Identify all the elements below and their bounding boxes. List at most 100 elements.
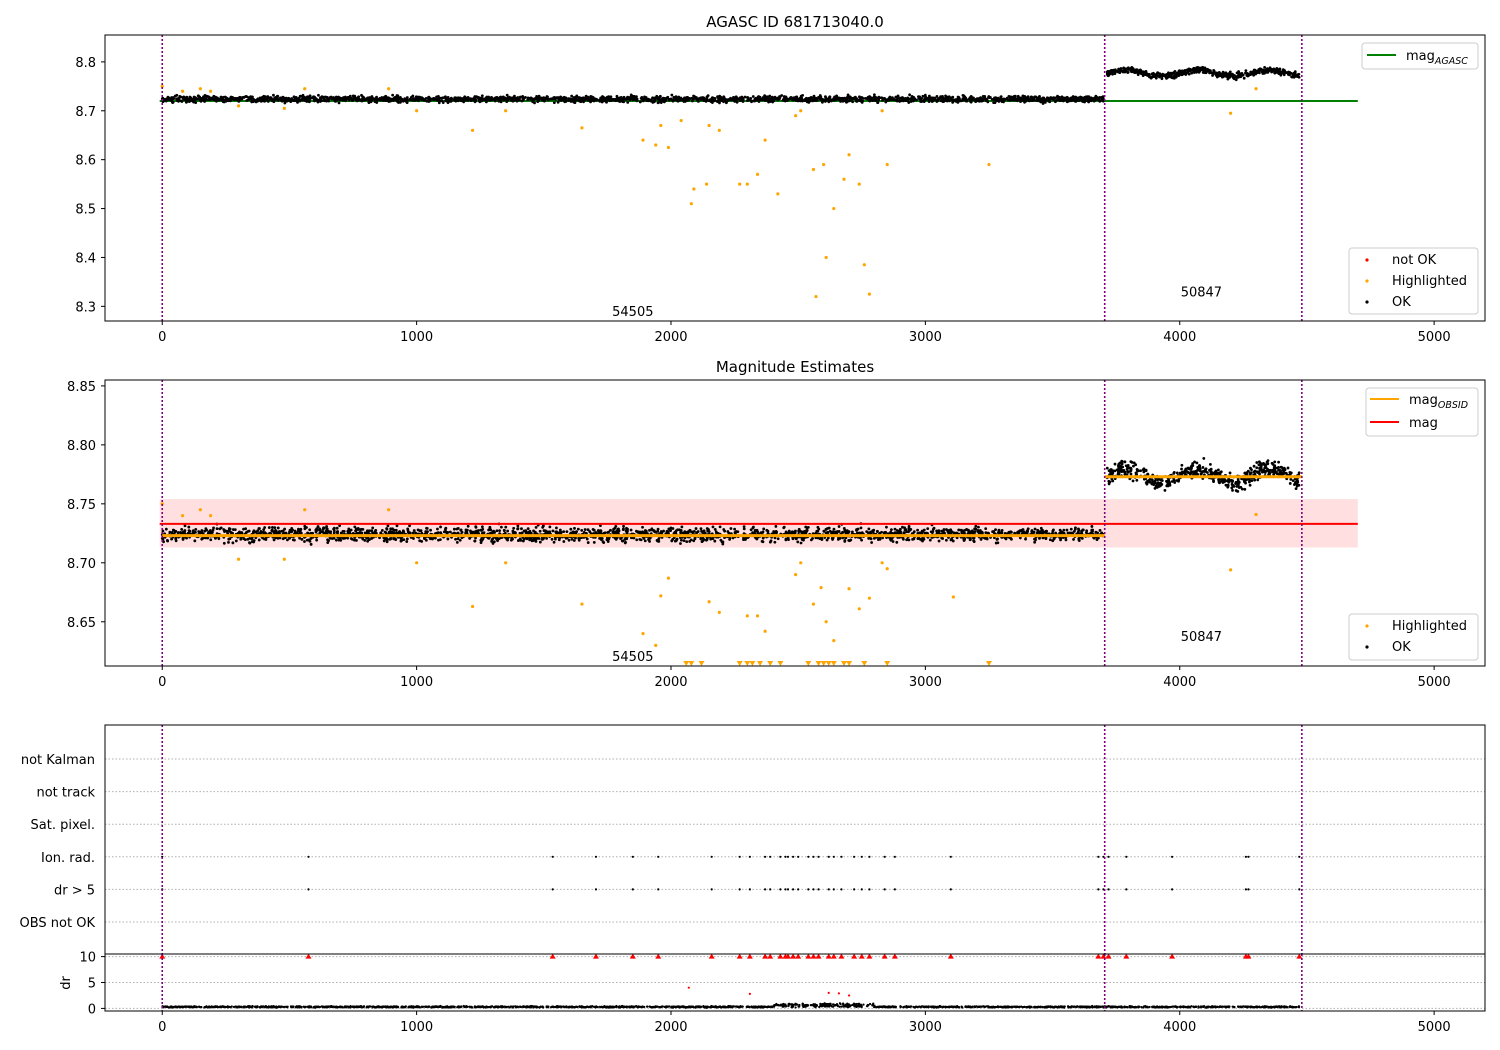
ok-point [948,529,952,532]
ok-point [473,100,477,104]
ok-point [464,531,468,534]
ok-point [1121,70,1125,74]
ok-point [391,527,394,531]
ok-point [1062,528,1066,532]
ok-point [229,95,233,99]
ok-point [361,527,365,531]
ok-point [646,98,650,102]
ok-point [498,529,501,533]
ok-point [1113,70,1117,74]
ok-point [667,98,671,102]
ok-point [435,531,439,535]
ok-point [435,95,438,99]
highlighted-point [208,89,213,93]
ok-point [587,98,591,102]
ok-point [378,98,382,102]
ok-point [814,531,818,535]
ok-point [250,96,254,100]
ok-point [349,528,353,532]
ok-point [199,98,203,101]
ok-point [598,530,602,534]
ok-point [872,93,876,97]
ok-point [954,98,958,102]
ok-point [1066,531,1070,535]
ok-point [1200,68,1204,72]
ok-point [248,541,252,545]
ok-point [736,530,740,534]
ok-point [674,539,677,543]
ok-point [915,98,918,102]
ok-point [305,100,309,103]
ok-point [480,538,484,541]
ok-point [495,529,499,533]
ok-point [994,528,997,532]
ok-point [407,531,411,535]
ok-point [500,525,503,529]
ok-point [484,100,488,104]
ok-point [995,538,999,541]
ok-point [1002,99,1006,103]
ok-point [1296,73,1300,77]
ok-point [659,530,663,533]
ok-point [297,529,300,533]
ok-point [385,536,388,540]
ok-point [807,100,811,104]
ok-point [1242,76,1246,80]
ok-point [1094,530,1098,534]
ok-point [340,97,343,101]
ok-point [506,538,510,542]
legend-not-ok: not OK [1392,253,1437,268]
ok-point [746,96,750,100]
ok-point [498,97,502,101]
x-tick-label: 0 [158,330,166,345]
ok-point [994,99,998,103]
ok-point [272,100,276,104]
ok-point [1127,68,1130,71]
ok-point [570,94,574,98]
ok-point [171,96,175,99]
ok-point [583,528,587,531]
ok-point [973,530,977,534]
ok-point [713,527,717,531]
ok-point [773,540,777,544]
ok-point [284,531,288,535]
ok-point [801,537,804,541]
ok-point [329,530,333,534]
ok-point [316,525,320,528]
ok-point [902,531,906,535]
ok-point [398,530,402,533]
ok-point [730,97,733,101]
ok-point [986,531,990,535]
ok-point [931,527,935,531]
ok-point [163,98,167,102]
ok-point [918,95,921,99]
ok-point [493,96,497,100]
ok-point [411,531,415,535]
ok-point [1162,73,1166,77]
ok-point [811,97,815,101]
ok-point [293,98,297,102]
ok-point [432,96,436,100]
ok-point [338,537,342,541]
ok-point [412,97,416,101]
ok-point [1098,528,1102,532]
ok-point [515,99,519,103]
ok-point [466,524,470,528]
ok-point [502,98,506,102]
ok-point [1045,529,1048,533]
ok-point [443,95,447,99]
ok-point [1069,527,1073,531]
ok-point [1030,529,1034,532]
ok-point [513,94,516,98]
ok-point [673,98,677,101]
ok-point [1187,72,1191,76]
ok-point [519,538,523,542]
ok-point [1269,68,1272,71]
ok-point [355,98,359,102]
ok-point [571,98,575,101]
ok-point [181,96,185,99]
ok-point [1099,99,1102,102]
ok-point [1196,66,1200,70]
ok-point [1067,99,1071,103]
ok-point [1026,527,1030,531]
